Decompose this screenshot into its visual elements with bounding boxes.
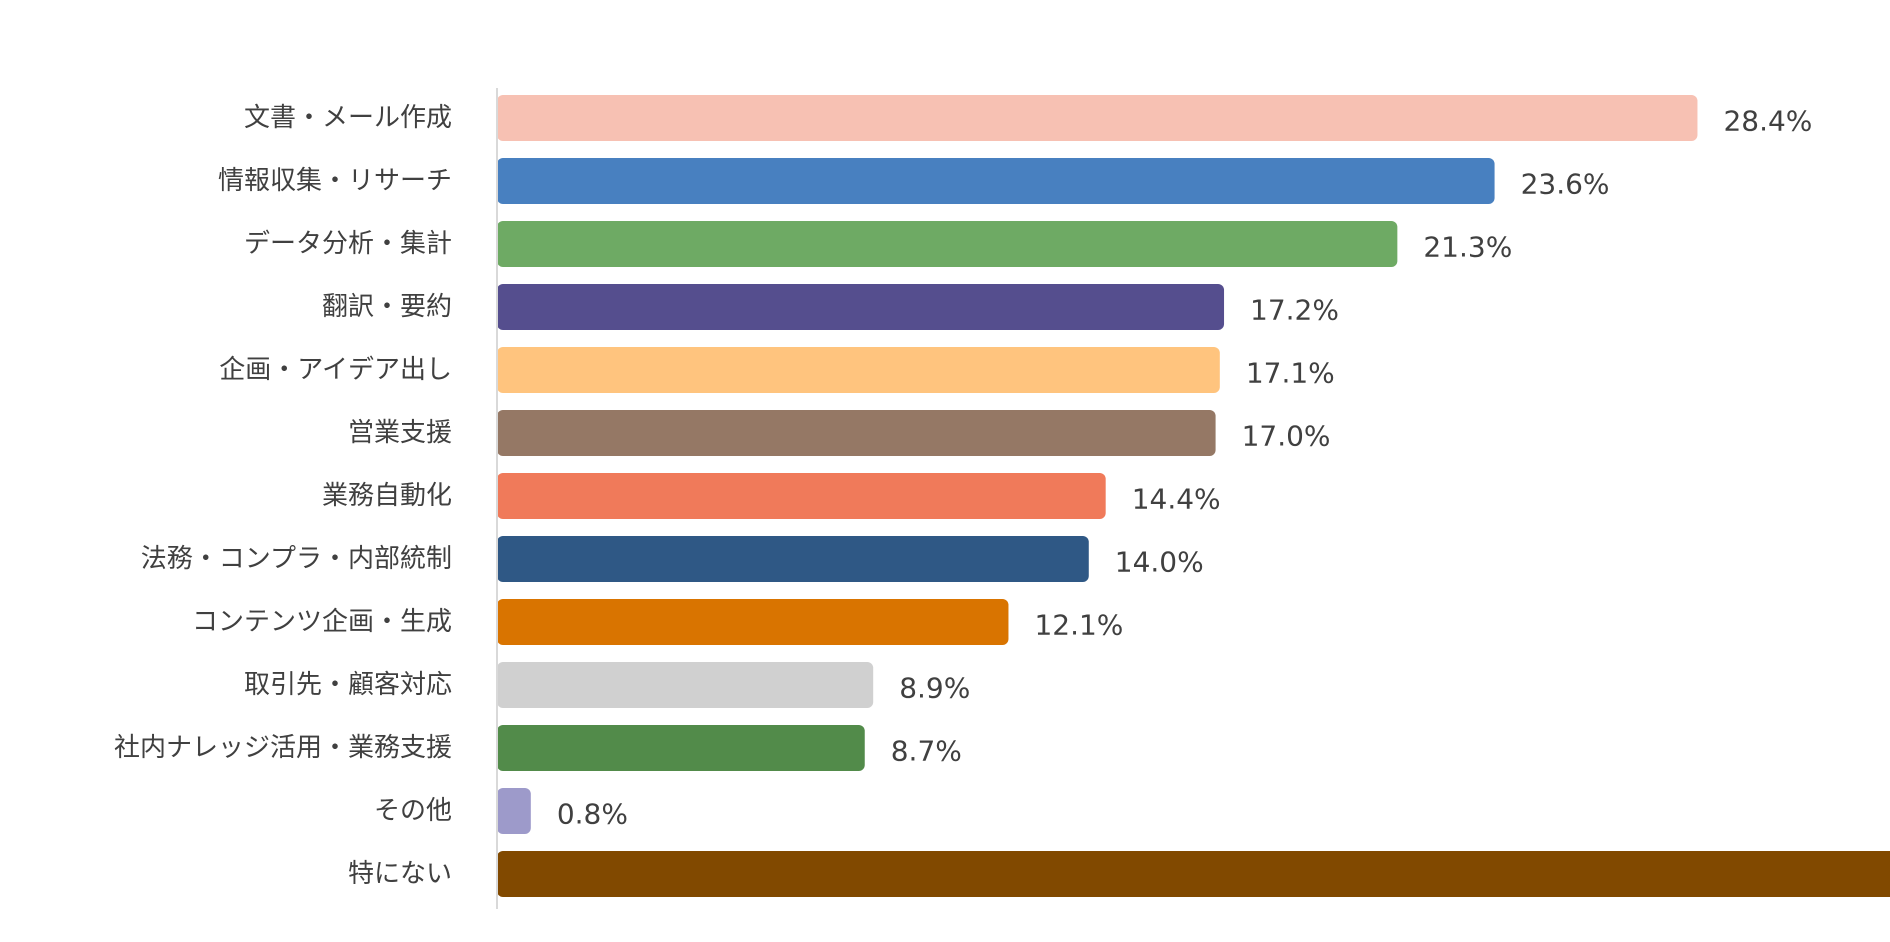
category-label: データ分析・集計 (244, 229, 452, 259)
value-labels-group: 28.4% 23.6% 21.3% 17.2% 17.1% 17.0% 14.4% 14.0%… (557, 105, 1813, 831)
value-label: 28.4% (1723, 105, 1812, 138)
bar (497, 95, 1698, 141)
category-label: 営業支援 (348, 418, 452, 448)
value-label: 23.6% (1521, 168, 1610, 201)
category-labels-group: 文書・メール作成情報収集・リサーチデータ分析・集計翻訳・要約企画・アイデア出し営… (114, 103, 452, 889)
bar (497, 536, 1089, 582)
value-label: 17.2% (1250, 294, 1339, 327)
category-label: その他 (374, 796, 452, 826)
bar (497, 662, 874, 708)
bar (497, 788, 531, 834)
category-label: 社内ナレッジ活用・業務支援 (114, 733, 452, 763)
category-label: コンテンツ企画・生成 (192, 607, 452, 637)
bar (497, 221, 1398, 267)
category-label: 情報収集・リサーチ (218, 166, 452, 196)
bars-group (497, 95, 1890, 897)
value-label: 0.8% (557, 798, 628, 831)
bar (497, 473, 1106, 519)
category-label: 翻訳・要約 (322, 292, 452, 322)
value-label: 8.7% (891, 735, 962, 768)
value-label: 14.4% (1132, 483, 1221, 516)
value-label: 12.1% (1034, 609, 1123, 642)
value-label: 14.0% (1115, 546, 1204, 579)
bar (497, 284, 1225, 330)
category-label: 特にない (348, 859, 452, 889)
value-label: 21.3% (1423, 231, 1512, 264)
category-label: 取引先・顧客対応 (244, 670, 452, 700)
category-label: 企画・アイデア出し (219, 355, 452, 385)
bar (497, 158, 1495, 204)
bar (497, 347, 1220, 393)
value-label: 17.1% (1246, 357, 1335, 390)
bar (497, 599, 1009, 645)
category-label: 文書・メール作成 (244, 103, 452, 133)
bar (497, 410, 1216, 456)
value-label: 8.9% (899, 672, 970, 705)
category-label: 法務・コンプラ・内部統制 (141, 544, 452, 574)
value-label: 17.0% (1242, 420, 1331, 453)
category-label: 業務自動化 (322, 481, 452, 511)
bar (497, 851, 1890, 897)
bar (497, 725, 865, 771)
